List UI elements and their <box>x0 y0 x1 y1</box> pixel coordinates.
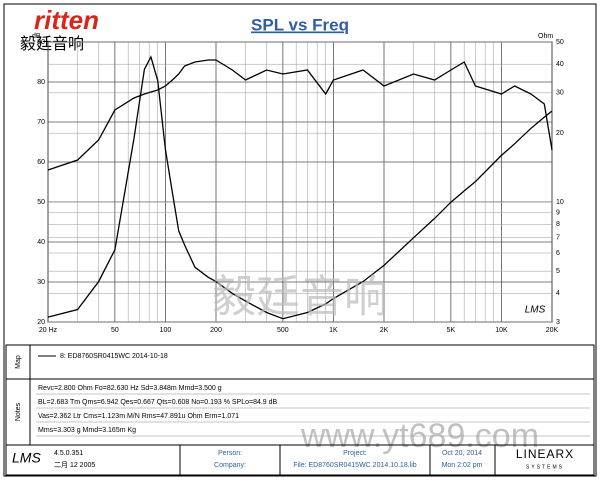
y-axis-label: dB <box>32 33 41 40</box>
note-line: Mms=3.303 g Mmd=3.165m Kg <box>38 427 136 434</box>
y2-tick-label: 8 <box>556 221 560 228</box>
x-tick-label: 1K <box>329 327 338 334</box>
y-tick-label: 70 <box>37 119 45 126</box>
x-tick-label: 10K <box>495 327 508 334</box>
footer-vendor: LINEARX <box>516 447 574 461</box>
x-tick-label: 5K <box>447 327 456 334</box>
footer-time: Mon 2:02 pm <box>442 462 483 469</box>
footer-project: Project: <box>343 450 367 457</box>
series-line <box>47 59 553 171</box>
y2-tick-label: 7 <box>556 235 560 242</box>
x-tick-label: 500 <box>277 327 289 334</box>
y2-tick-label: 20 <box>556 130 564 137</box>
note-line: Vas=2.362 Ltr Cms=1.123m M/N Rms=47.891u… <box>38 413 239 420</box>
y-tick-label: 50 <box>37 199 45 206</box>
y2-tick-label: 50 <box>556 39 564 46</box>
note-line: Revc=2.800 Ohm Fo=82.630 Hz Sd=3.848m Mm… <box>38 385 222 392</box>
series-line <box>47 55 553 320</box>
logo-brand: ritten <box>34 5 99 35</box>
x-tick-label: 200 <box>210 327 222 334</box>
y2-tick-label: 6 <box>556 250 560 257</box>
footer <box>5 444 595 476</box>
y-tick-label: 40 <box>37 239 45 246</box>
x-tick-label: 20K <box>546 327 559 334</box>
watermark-chinese: 毅廷音响 <box>212 273 388 322</box>
y-tick-label: 90 <box>37 39 45 46</box>
y-tick-label: 30 <box>37 279 45 286</box>
chart-title: SPL vs Freq <box>251 15 349 34</box>
notes-label: Notes <box>15 402 22 421</box>
legend-entry: 8: ED8760SR0415WC 2014-10-18 <box>60 353 168 360</box>
footer-date: Oct 20, 2014 <box>442 450 482 457</box>
footer-company: Company: <box>214 462 246 469</box>
footer-build-date: 二月 12 2005 <box>54 461 95 469</box>
note-line: BL=2.683 Tm Qms=6.942 Qes=0.667 Qts=0.60… <box>38 399 278 406</box>
x-tick-label: 2K <box>380 327 389 334</box>
y2-tick-label: 40 <box>556 61 564 68</box>
logo-chinese: 毅廷音响 <box>20 35 84 53</box>
map-label: Map <box>15 355 22 369</box>
y-tick-label: 20 <box>37 319 45 326</box>
x-tick-label: 100 <box>160 327 172 334</box>
y2-tick-label: 5 <box>556 268 560 275</box>
watermark-url: www.yt689.com <box>300 417 539 455</box>
lms-mark: LMS <box>525 305 546 316</box>
footer-person: Person: <box>218 450 242 457</box>
y2-tick-label: 3 <box>556 319 560 326</box>
footer-file: File: ED8760SR0415WC 2014.10.18.lib <box>293 462 416 469</box>
footer-version: 4.5.0.351 <box>54 450 83 457</box>
y2-tick-label: 9 <box>556 210 560 217</box>
y2-tick-label: 30 <box>556 90 564 97</box>
footer-lms: LMS <box>12 450 41 466</box>
y2-axis-label: Ohm <box>538 33 553 40</box>
x-tick-label: 20 Hz <box>39 327 58 334</box>
y-tick-label: 60 <box>37 159 45 166</box>
y2-tick-label: 10 <box>556 199 564 206</box>
x-tick-label: 50 <box>111 327 119 334</box>
outer-frame <box>3 3 597 477</box>
y2-tick-label: 4 <box>556 290 560 297</box>
footer-vendor-sub: SYSTEMS <box>526 464 564 470</box>
y-tick-label: 80 <box>37 79 45 86</box>
